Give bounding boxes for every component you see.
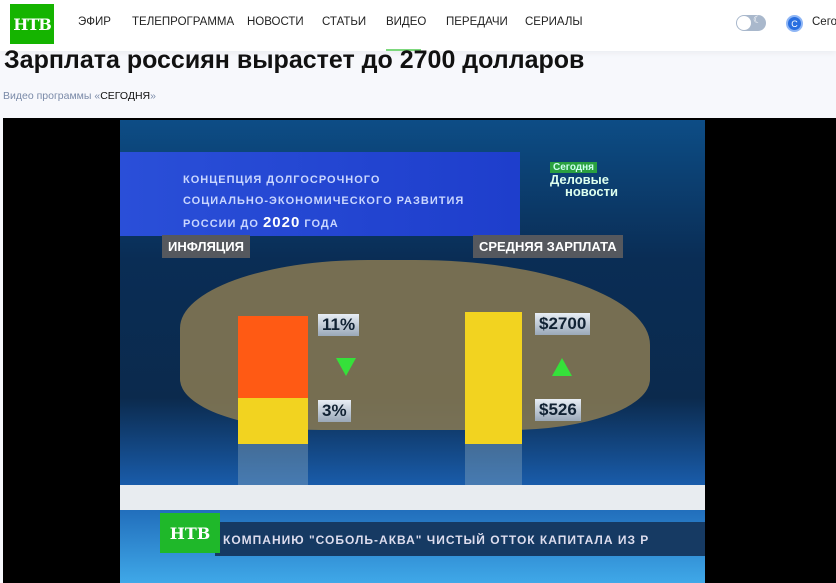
caption-suffix: » xyxy=(150,90,156,102)
inflation-bar-target xyxy=(238,398,308,444)
arrow-down-icon xyxy=(336,358,356,376)
banner-line: СОЦИАЛЬНО-ЭКОНОМИЧЕСКОГО РАЗВИТИЯ xyxy=(183,195,465,207)
brand-line: Деловые xyxy=(550,172,610,187)
user-label[interactable]: Сегодня xyxy=(812,16,836,28)
inflation-bar-current xyxy=(238,316,308,398)
video-player[interactable]: КОНЦЕПЦИЯ ДОЛГОСРОЧНОГО СОЦИАЛЬНО-ЭКОНОМ… xyxy=(3,118,836,583)
channel-brand: Сегодня Деловые новости xyxy=(550,160,618,198)
salary-label: СРЕДНЯЯ ЗАРПЛАТА xyxy=(473,235,623,258)
inflation-target-value: 3% xyxy=(318,400,351,422)
ticker-ntv-logo: НТВ xyxy=(160,513,220,553)
moon-icon: ☾ xyxy=(753,15,762,26)
theme-toggle[interactable]: ☾ xyxy=(736,15,766,31)
arrow-up-icon xyxy=(552,358,572,376)
salary-bar xyxy=(465,312,522,444)
nav-tv-program[interactable]: ТЕЛЕПРОГРАММА xyxy=(132,16,235,28)
program-caption: Видео программы «СЕГОДНЯ» xyxy=(3,90,156,102)
nav-efir[interactable]: ЭФИР xyxy=(78,16,111,28)
banner-year: 2020 xyxy=(262,214,301,231)
news-ticker: КОМПАНИЮ "СОБОЛЬ-АКВА" ЧИСТЫЙ ОТТОК КАПИ… xyxy=(215,522,705,556)
site-header: НТВ ЭФИР ТЕЛЕПРОГРАММА НОВОСТИ СТАТЬИ ВИ… xyxy=(0,0,836,51)
bar-reflection xyxy=(465,444,522,486)
active-nav-indicator xyxy=(386,49,421,51)
nav-shows[interactable]: ПЕРЕДАЧИ xyxy=(446,16,508,28)
page-title: Зарплата россиян вырастет до 2700 доллар… xyxy=(4,46,585,74)
ntv-logo[interactable]: НТВ xyxy=(10,4,54,44)
brand-top: Сегодня xyxy=(550,162,598,173)
salary-target-value: $2700 xyxy=(535,313,591,335)
nav-series[interactable]: СЕРИАЛЫ xyxy=(525,16,583,28)
toggle-knob xyxy=(737,16,751,30)
nav-video[interactable]: ВИДЕО xyxy=(386,16,427,28)
brand-line: новости xyxy=(565,184,618,199)
inflation-label: ИНФЛЯЦИЯ xyxy=(162,235,250,258)
video-banner xyxy=(120,152,520,236)
caption-prefix: Видео программы « xyxy=(3,90,101,102)
banner-line: КОНЦЕПЦИЯ ДОЛГОСРОЧНОГО xyxy=(183,174,381,186)
inflation-current-value: 11% xyxy=(318,314,360,336)
nav-articles[interactable]: СТАТЬИ xyxy=(322,16,367,28)
banner-line: ГОДА xyxy=(300,218,339,230)
banner-text: КОНЦЕПЦИЯ ДОЛГОСРОЧНОГО СОЦИАЛЬНО-ЭКОНОМ… xyxy=(183,170,464,235)
bar-reflection xyxy=(238,444,308,486)
program-link[interactable]: СЕГОДНЯ xyxy=(100,90,151,102)
video-frame: КОНЦЕПЦИЯ ДОЛГОСРОЧНОГО СОЦИАЛЬНО-ЭКОНОМ… xyxy=(120,120,705,583)
nav-news[interactable]: НОВОСТИ xyxy=(247,16,304,28)
banner-line: РОССИИ ДО xyxy=(183,218,263,230)
ticker-strip xyxy=(120,485,705,510)
avatar[interactable]: С xyxy=(786,15,803,32)
salary-current-value: $526 xyxy=(535,399,581,421)
